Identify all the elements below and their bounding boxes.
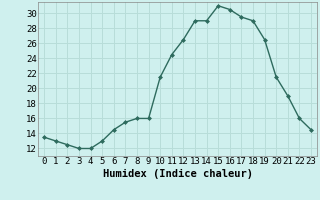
X-axis label: Humidex (Indice chaleur): Humidex (Indice chaleur) [103, 169, 252, 179]
